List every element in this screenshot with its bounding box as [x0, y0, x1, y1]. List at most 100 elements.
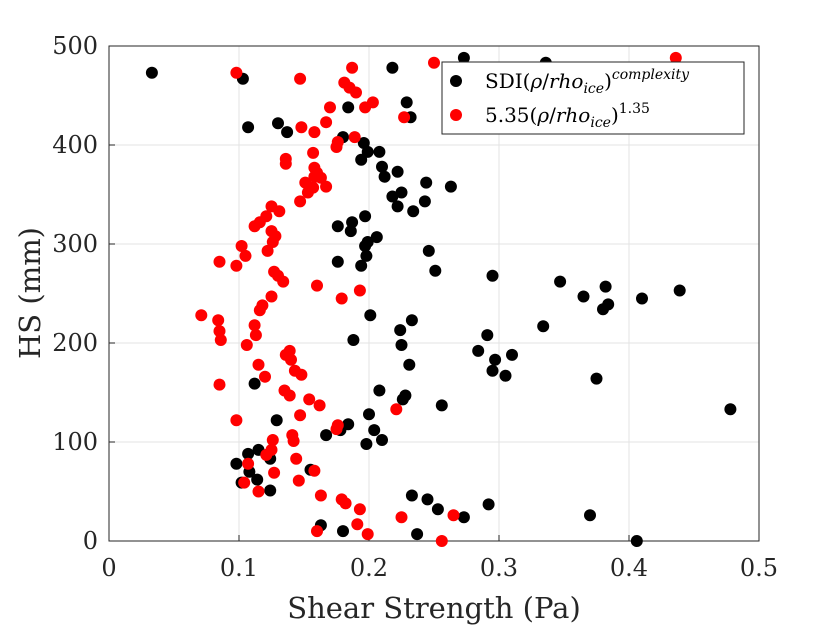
sdi-point — [230, 457, 243, 470]
sdi-point — [499, 369, 512, 382]
power-law-point — [260, 448, 273, 461]
sdi-point — [599, 280, 612, 293]
power-law-point — [320, 180, 333, 193]
sdi-point — [320, 429, 333, 442]
series-sdi — [145, 51, 737, 547]
sdi-point — [368, 424, 381, 437]
power-law-point — [335, 292, 348, 305]
power-law-point — [313, 399, 326, 412]
sdi-point — [636, 292, 648, 305]
power-law-point — [359, 101, 372, 114]
power-law-point — [320, 116, 333, 129]
x-axis-label: Shear Strength (Pa) — [287, 591, 581, 625]
sdi-point — [342, 101, 355, 114]
power-law-point — [353, 284, 366, 297]
sdi-point — [361, 145, 374, 158]
power-law-point — [287, 435, 300, 447]
x-tick-label: 0.1 — [220, 554, 258, 582]
sdi-point — [378, 170, 391, 183]
sdi-point — [506, 348, 518, 361]
power-law-point — [230, 259, 243, 272]
sdi-point — [411, 528, 424, 541]
sdi-point — [145, 66, 158, 79]
power-law-point — [252, 358, 265, 371]
power-law-point — [213, 325, 226, 338]
power-law-point — [213, 255, 226, 268]
sdi-point — [242, 121, 255, 134]
power-law-point — [238, 476, 251, 489]
sdi-point — [472, 344, 485, 357]
power-law-point — [266, 434, 279, 446]
power-law-point — [330, 423, 343, 436]
power-law-point — [346, 61, 359, 74]
sdi-point — [420, 176, 433, 189]
sdi-point — [264, 484, 277, 497]
power-law-point — [348, 131, 361, 144]
y-tick-label: 100 — [52, 428, 98, 456]
power-law-point — [324, 101, 336, 114]
power-law-point — [294, 72, 307, 85]
sdi-point — [355, 259, 368, 272]
power-law-point — [351, 518, 364, 531]
power-law-point — [252, 485, 265, 498]
sdi-point — [355, 153, 368, 166]
sdi-point — [457, 51, 470, 64]
power-law-point — [279, 157, 292, 170]
power-law-point — [350, 86, 362, 99]
y-axis-ticks: 0 100 200 300 400 500 — [52, 32, 115, 555]
power-law-point — [248, 220, 261, 233]
power-law-point — [303, 393, 316, 406]
power-law-point — [307, 146, 320, 159]
sdi-point — [590, 372, 603, 385]
sdi-point — [405, 314, 418, 327]
power-law-point — [277, 275, 290, 288]
sdi-point — [400, 96, 413, 109]
power-law-point — [266, 236, 279, 248]
sdi-point — [597, 303, 609, 316]
power-law-point — [273, 205, 286, 218]
sdi-point — [248, 377, 261, 390]
power-law-point — [230, 414, 243, 427]
power-law-point — [669, 51, 682, 64]
sdi-point — [386, 61, 399, 74]
sdi-point — [394, 324, 407, 337]
x-tick-label: 0.3 — [480, 554, 518, 582]
legend-label-sdi: SDI(ρ/rhoice)complexity — [485, 67, 690, 97]
power-law-point — [259, 370, 271, 383]
sdi-point — [347, 334, 360, 346]
x-tick-label: 0.4 — [610, 554, 648, 582]
power-law-point — [353, 503, 366, 516]
power-law-point — [265, 290, 278, 303]
sdi-point — [444, 180, 457, 193]
sdi-point — [373, 384, 386, 397]
sdi-point — [331, 255, 344, 268]
power-law-point — [239, 249, 252, 262]
sdi-point — [577, 290, 590, 303]
sdi-point — [344, 225, 357, 238]
y-tick-label: 0 — [83, 527, 98, 555]
legend-marker-sdi — [450, 75, 462, 87]
power-law-point — [294, 409, 307, 422]
power-law-point — [235, 240, 248, 252]
power-law-point — [390, 403, 403, 416]
sdi-point — [370, 231, 383, 244]
power-law-point — [314, 171, 327, 184]
power-law-point — [290, 452, 303, 465]
power-law-point — [242, 457, 255, 470]
sdi-point — [359, 210, 372, 223]
plot-area-frame — [108, 45, 760, 542]
power-law-point — [195, 309, 208, 322]
sdi-point — [405, 489, 418, 502]
power-law-point — [314, 489, 327, 502]
sdi-point — [554, 275, 567, 288]
power-law-point — [268, 466, 281, 479]
power-law-point — [428, 56, 440, 69]
sdi-point — [337, 525, 349, 538]
y-tick-label: 300 — [52, 230, 98, 258]
power-law-point — [285, 353, 297, 366]
power-law-point — [301, 186, 314, 199]
sdi-point — [422, 244, 435, 257]
power-law-point — [295, 121, 308, 134]
power-law-point — [261, 244, 274, 257]
sdi-point — [270, 414, 283, 427]
